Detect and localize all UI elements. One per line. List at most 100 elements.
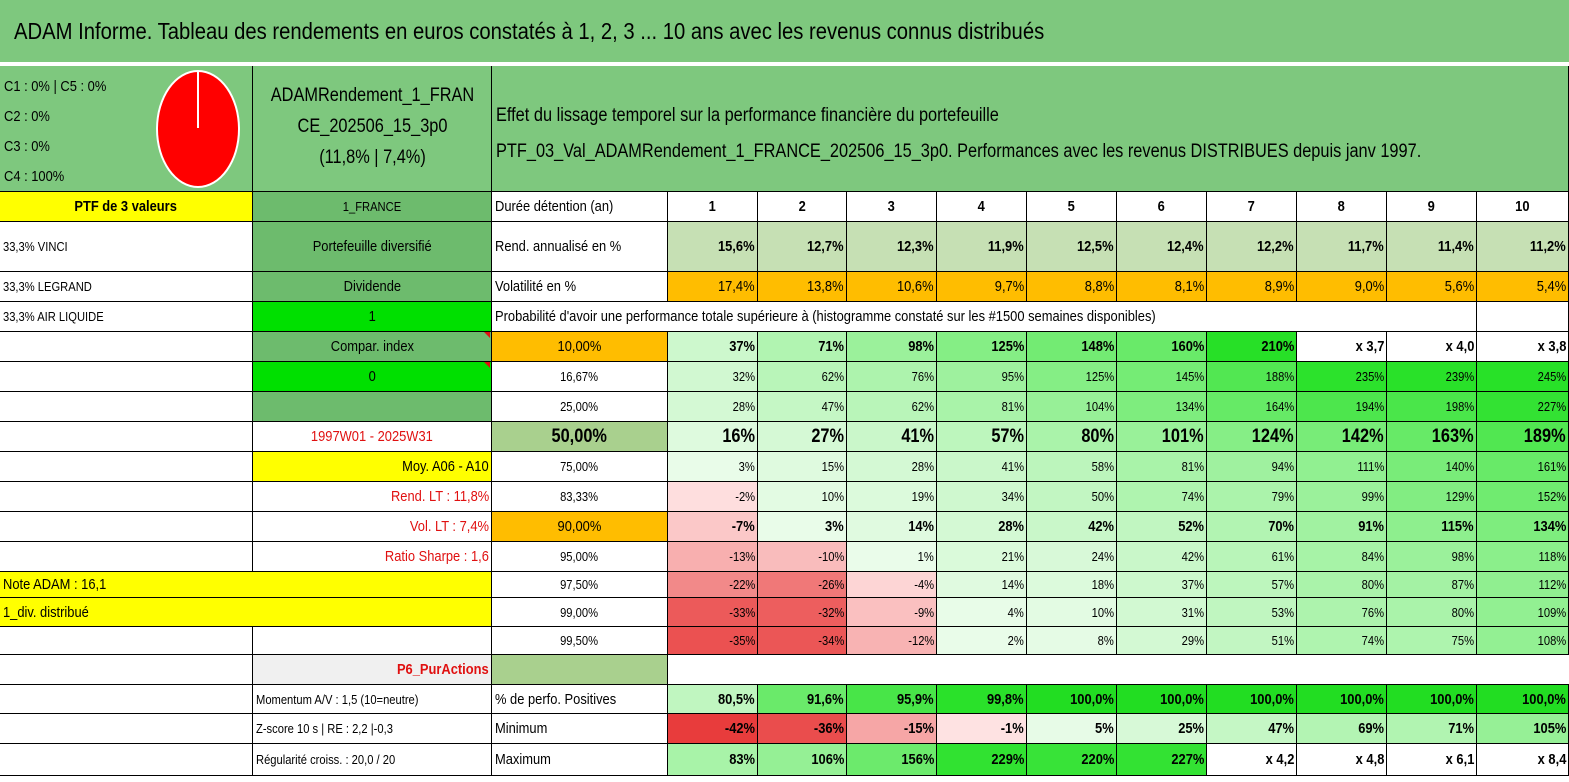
fund-name-line: ADAMRendement_1_FRAN [270,85,475,106]
rend-label: Rend. annualisé en % [492,222,668,272]
prob-value: 8% [1027,627,1117,655]
vol-value: 9,7% [937,272,1027,302]
maximum-value: 220% [1027,744,1117,776]
prob-value: 104% [1027,392,1117,422]
prob-value-text: 61% [1271,549,1294,564]
prob-value: 2% [937,627,1027,655]
prob-value-text: 76% [1361,604,1384,620]
prob-value: 81% [1117,452,1207,482]
prob-value: -35% [668,627,758,655]
prob-value: 161% [1477,452,1569,482]
year-header: 6 [1117,192,1207,222]
probability-threshold-text: 97,50% [560,577,599,592]
class-line: C1 : 0% | C5 : 0% [4,78,107,95]
prob-value: 75% [1387,627,1477,655]
positive-pct-text: 100,0% [1340,690,1384,708]
rend-value-text: 12,7% [807,238,844,255]
positive-pct: 80,5% [668,685,758,714]
prob-value: 188% [1207,362,1297,392]
probability-threshold: 99,00% [492,598,668,627]
year-header-text: 3 [887,198,896,215]
stat-label-text: % de perfo. Positives [495,690,617,708]
minimum-value-text: -42% [724,720,755,737]
prob-value-text: 15% [821,459,844,474]
class-line: C2 : 0% [4,108,50,125]
prob-value: 163% [1387,422,1477,452]
prob-value: 21% [937,542,1027,572]
rend-value-text: 11,2% [1530,238,1566,255]
prob-label-text: Probabilité d'avoir une performance tota… [495,308,1156,325]
positive-pct: 99,8% [937,685,1027,714]
prob-value-text: 37% [729,338,755,355]
vol-value-text: 17,4% [718,278,755,295]
maximum-value: 227% [1117,744,1207,776]
prob-value: 210% [1207,332,1297,362]
positive-pct-text: 95,9% [897,690,934,708]
rend-value: 12,5% [1027,222,1117,272]
left-empty [0,655,253,685]
rend-value: 12,7% [758,222,847,272]
left-empty [0,482,253,512]
prob-value: 112% [1477,572,1569,598]
maximum-value: x 4,8 [1297,744,1387,776]
prob-value-text: 80% [1081,425,1114,447]
prob-value: -34% [758,627,847,655]
prob-value: 41% [937,452,1027,482]
compar-flag: 0 [253,362,492,392]
prob-value: 189% [1477,422,1569,452]
prob-value: 28% [847,452,937,482]
rend-value-text: 12,2% [1257,238,1294,255]
vol-value: 5,4% [1477,272,1569,302]
prob-value-text: -10% [817,549,844,564]
prob-value: 31% [1117,598,1207,627]
prob-value-text: 129% [1445,489,1474,504]
prob-value: 10% [758,482,847,512]
prob-value: x 3,8 [1477,332,1569,362]
prob-value: 142% [1297,422,1387,452]
prob-value: 81% [937,392,1027,422]
maximum-value-text: 227% [1170,751,1204,768]
probability-threshold: 10,00% [492,332,668,362]
stat-indicator-text: Momentum A/V : 1,5 (10=neutre) [256,691,419,707]
dividend-flag-text: 1 [368,308,376,325]
prob-value: 70% [1207,512,1297,542]
empty-mid [253,627,492,655]
title-separator [0,62,1569,66]
prob-value-text: 125% [1085,369,1114,384]
maximum-value-text: 220% [1080,751,1114,768]
left-empty [0,452,253,482]
prob-value: 125% [937,332,1027,362]
class-line: C3 : 0% [4,138,50,155]
prob-value: 95% [937,362,1027,392]
prob-value-text: 75% [1451,633,1474,648]
prob-value: 32% [668,362,758,392]
maximum-value-text: 83% [729,751,755,768]
year-header-text: 10 [1515,198,1530,215]
rend-value: 15,6% [668,222,758,272]
vol-value: 8,9% [1207,272,1297,302]
positive-pct: 100,0% [1477,685,1569,714]
prob-value-text: 74% [1361,633,1384,648]
prob-value-text: 27% [811,425,844,447]
prob-value-text: 62% [821,369,844,384]
vol-value: 13,8% [758,272,847,302]
vol-value-text: 8,8% [1084,278,1114,295]
vol-value-text: 8,9% [1264,278,1294,295]
prob-value: 134% [1117,392,1207,422]
p6-fill [492,655,668,685]
stat-label-text: Minimum [495,720,548,737]
prob-value-text: 87% [1451,577,1474,592]
prob-value-text: 3% [825,518,844,535]
positive-pct-text: 91,6% [807,690,844,708]
prob-value: 27% [758,422,847,452]
prob-value-text: 10% [821,489,844,504]
long-term-return-text: Rend. LT : 11,8% [390,488,489,505]
prob-value-text: 134% [1175,399,1204,414]
vol-value-text: 8,1% [1174,278,1204,295]
year-header-text: 8 [1337,198,1346,215]
prob-value: -7% [668,512,758,542]
positive-pct-text: 100,0% [1250,690,1294,708]
portfolio-type: Portefeuille diversifié [253,222,492,272]
prob-value-text: 24% [1091,549,1114,564]
maximum-value: 229% [937,744,1027,776]
